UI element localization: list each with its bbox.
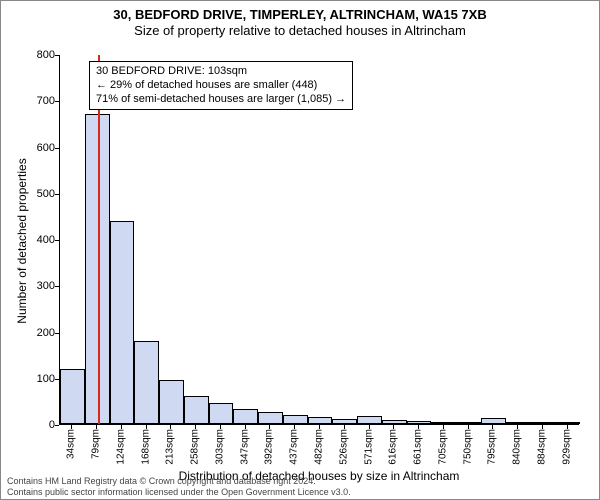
- histogram-bar: [431, 422, 456, 424]
- annotation-line3: 71% of semi-detached houses are larger (…: [96, 93, 346, 107]
- title-line1: 30, BEDFORD DRIVE, TIMPERLEY, ALTRINCHAM…: [1, 7, 599, 23]
- histogram-bar: [357, 416, 382, 424]
- y-tick-label: 100: [15, 373, 55, 385]
- y-tick-mark: [55, 148, 59, 149]
- histogram-bar: [481, 418, 506, 424]
- histogram-bar: [233, 409, 258, 424]
- y-tick-mark: [55, 286, 59, 287]
- histogram-bar: [308, 417, 333, 424]
- y-tick-mark: [55, 194, 59, 195]
- y-tick-label: 500: [15, 188, 55, 200]
- histogram-bar: [283, 415, 308, 424]
- y-tick-mark: [55, 101, 59, 102]
- x-tick-label: 795sqm: [487, 429, 498, 465]
- x-tick-label: 661sqm: [413, 429, 424, 465]
- y-tick-mark: [55, 425, 59, 426]
- x-tick-label: 124sqm: [115, 429, 126, 465]
- y-tick-label: 800: [15, 49, 55, 61]
- y-tick-label: 200: [15, 327, 55, 339]
- x-tick-label: 168sqm: [140, 429, 151, 465]
- annotation-box: 30 BEDFORD DRIVE: 103sqm ← 29% of detach…: [89, 61, 353, 110]
- histogram-bar: [209, 403, 234, 424]
- x-tick-label: 929sqm: [561, 429, 572, 465]
- histogram-bar: [85, 114, 110, 424]
- x-tick-label: 840sqm: [512, 429, 523, 465]
- x-tick-label: 437sqm: [289, 429, 300, 465]
- footer-line1: Contains HM Land Registry data © Crown c…: [7, 476, 351, 486]
- annotation-line1: 30 BEDFORD DRIVE: 103sqm: [96, 65, 346, 79]
- reference-line: [98, 55, 100, 424]
- y-tick-mark: [55, 55, 59, 56]
- x-tick-label: 34sqm: [66, 429, 77, 459]
- x-tick-label: 392sqm: [264, 429, 275, 465]
- x-tick-label: 571sqm: [363, 429, 374, 465]
- y-tick-label: 700: [15, 95, 55, 107]
- title-block: 30, BEDFORD DRIVE, TIMPERLEY, ALTRINCHAM…: [1, 1, 599, 40]
- y-tick-mark: [55, 240, 59, 241]
- footer-line2: Contains public sector information licen…: [7, 487, 351, 497]
- x-tick-label: 347sqm: [239, 429, 250, 465]
- x-tick-label: 258sqm: [190, 429, 201, 465]
- y-tick-label: 600: [15, 142, 55, 154]
- plot-area: [59, 55, 579, 425]
- histogram-bar: [184, 396, 209, 424]
- y-tick-label: 300: [15, 280, 55, 292]
- y-tick-label: 400: [15, 234, 55, 246]
- histogram-bar: [407, 421, 432, 424]
- histogram-bar: [382, 420, 407, 424]
- x-tick-label: 79sqm: [91, 429, 102, 459]
- title-line2: Size of property relative to detached ho…: [1, 23, 599, 39]
- histogram-bar: [110, 221, 135, 425]
- y-tick-label: 0: [15, 419, 55, 431]
- x-tick-label: 705sqm: [437, 429, 448, 465]
- y-tick-mark: [55, 333, 59, 334]
- x-tick-label: 616sqm: [388, 429, 399, 465]
- x-tick-label: 526sqm: [338, 429, 349, 465]
- chart-container: 30, BEDFORD DRIVE, TIMPERLEY, ALTRINCHAM…: [0, 0, 600, 500]
- chart-area: 30 BEDFORD DRIVE: 103sqm ← 29% of detach…: [59, 55, 579, 425]
- histogram-bar: [506, 422, 531, 424]
- x-tick-label: 482sqm: [314, 429, 325, 465]
- x-tick-label: 213sqm: [165, 429, 176, 465]
- histogram-bar: [555, 422, 580, 424]
- x-tick-label: 303sqm: [214, 429, 225, 465]
- annotation-line2: ← 29% of detached houses are smaller (44…: [96, 79, 346, 93]
- histogram-bar: [456, 422, 481, 424]
- histogram-bar: [159, 380, 184, 424]
- y-tick-mark: [55, 379, 59, 380]
- histogram-bar: [530, 422, 555, 424]
- histogram-bar: [134, 341, 159, 424]
- x-tick-label: 750sqm: [462, 429, 473, 465]
- histogram-bar: [258, 412, 283, 424]
- histogram-bar: [332, 419, 357, 424]
- footer: Contains HM Land Registry data © Crown c…: [7, 476, 351, 497]
- histogram-bar: [60, 369, 85, 425]
- x-tick-label: 884sqm: [536, 429, 547, 465]
